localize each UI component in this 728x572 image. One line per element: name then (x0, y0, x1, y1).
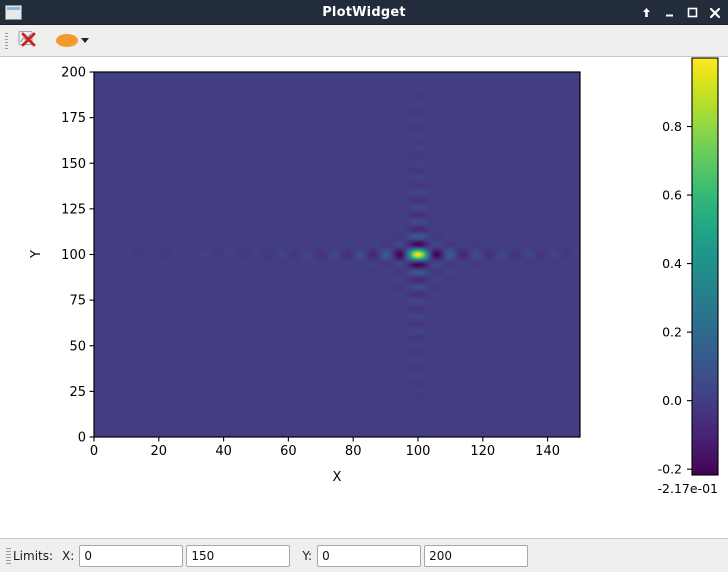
tick-label: 0.6 (662, 188, 682, 203)
x-axis: 0 20 40 60 80 100 120 140 (90, 437, 560, 459)
x-min-input[interactable] (79, 544, 184, 567)
colorbar-gradient[interactable] (691, 57, 719, 476)
plot-figure[interactable]: 0 20 40 60 80 100 120 140 0 25 50 75 100 125 150 175 20… (0, 57, 728, 538)
x-limits-label: X: (62, 548, 75, 563)
tick-label: 0.2 (662, 325, 682, 340)
tick-label: 140 (535, 444, 560, 459)
tick-label: -0.2 (658, 462, 682, 477)
y-axis-label: Y (29, 250, 44, 259)
y-max-input[interactable] (424, 544, 529, 567)
close-button[interactable] (708, 5, 722, 21)
clear-plot-button[interactable] (13, 28, 43, 54)
tick-label: 0.4 (662, 256, 682, 271)
y-min-input[interactable] (317, 544, 422, 567)
tick-label: 75 (69, 294, 86, 309)
x-max-input[interactable] (186, 544, 291, 567)
tick-label: 40 (215, 444, 232, 459)
clear-plot-icon (17, 29, 39, 53)
toolbar-grip[interactable] (2, 30, 11, 52)
limits-label: Limits: (13, 548, 54, 563)
plot-canvas-area[interactable]: 0 20 40 60 80 100 120 140 0 25 50 75 100 125 150 175 20… (0, 57, 728, 538)
status-bar: Limits: X: Y: (0, 538, 728, 572)
tick-label: 175 (61, 111, 86, 126)
y-axis: 0 25 50 75 100 125 150 175 200 (61, 66, 94, 446)
tick-label: 50 (69, 339, 86, 354)
colorbar-min-label: -2.17e-01 (658, 481, 718, 496)
tick-label: 25 (69, 385, 86, 400)
x-axis-label: X (333, 470, 342, 485)
window-buttons (639, 0, 722, 25)
maximize-button[interactable] (685, 5, 699, 21)
tick-label: 0.0 (662, 393, 682, 408)
minimize-button[interactable] (662, 5, 676, 21)
shade-button[interactable] (639, 5, 653, 21)
tick-label: 100 (406, 444, 431, 459)
tick-label: 20 (151, 444, 168, 459)
title-bar[interactable]: PlotWidget (0, 0, 728, 25)
tick-label: 0 (78, 431, 86, 446)
tick-label: 120 (470, 444, 495, 459)
tick-label: 125 (61, 202, 86, 217)
window-title: PlotWidget (322, 5, 406, 20)
tick-label: 100 (61, 248, 86, 263)
statusbar-grip[interactable] (4, 546, 13, 566)
color-swatch-icon (56, 34, 78, 47)
window-icon (5, 4, 22, 20)
colorbar[interactable]: 0.80.60.40.20.0-0.2 1.00e+00 -2.17e-01 (656, 57, 719, 496)
tick-label: 200 (61, 66, 86, 81)
tick-label: 60 (280, 444, 297, 459)
heatmap-image[interactable] (94, 72, 580, 437)
tick-label: 0 (90, 444, 98, 459)
chevron-down-icon (81, 38, 89, 43)
colormap-combo[interactable] (51, 28, 94, 54)
heatmap-raster (94, 72, 580, 437)
tick-label: 150 (61, 157, 86, 172)
tick-label: 80 (345, 444, 362, 459)
y-limits-label: Y: (302, 548, 313, 563)
colorbar-ticks: 0.8 0.6 0.4 0.2 0.0 -0.2 (658, 119, 692, 477)
tick-label: 0.8 (662, 119, 682, 134)
toolbar (0, 25, 728, 57)
